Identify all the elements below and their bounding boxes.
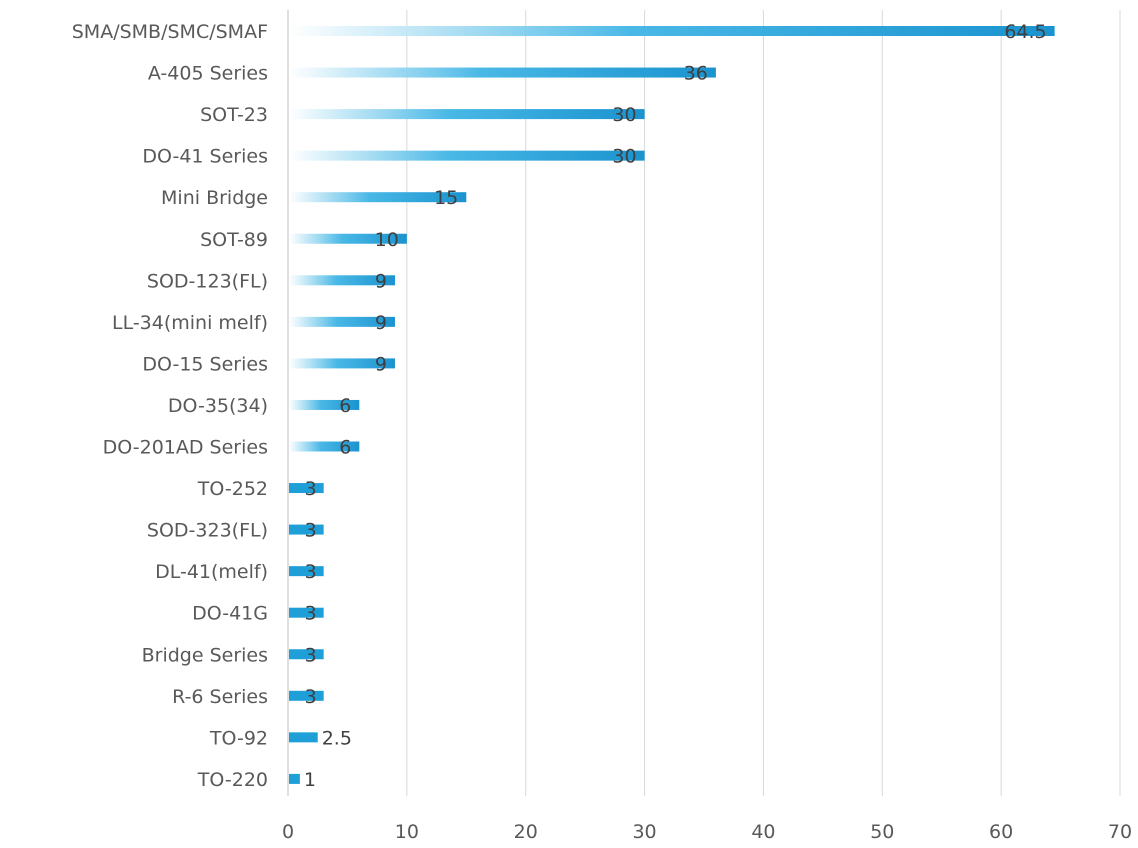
gridlines [287, 10, 1121, 796]
category-label: DO-35(34) [168, 395, 268, 417]
data-label: 10 [375, 229, 399, 251]
data-label: 3 [305, 686, 317, 708]
category-label: R-6 Series [172, 686, 268, 708]
bars [289, 26, 1055, 784]
x-axis-tick-labels: 0 10 20 30 40 50 60 70 [282, 821, 1132, 843]
category-label: Mini Bridge [161, 187, 268, 209]
x-tick-label: 70 [1108, 821, 1132, 843]
bar [289, 441, 360, 452]
x-tick-label: 60 [989, 821, 1013, 843]
data-label: 36 [684, 63, 708, 85]
category-label: DO-15 Series [142, 353, 268, 375]
bar [289, 26, 1055, 36]
data-label: 1 [304, 769, 316, 791]
category-label: SOD-123(FL) [147, 270, 268, 292]
x-tick-label: 0 [282, 821, 294, 843]
bar [289, 607, 324, 618]
data-label: 2.5 [322, 727, 352, 749]
data-label: 9 [375, 270, 387, 292]
category-label: TO-220 [197, 769, 268, 791]
bar [289, 483, 324, 494]
bar [289, 150, 645, 161]
category-label: SOT-89 [200, 229, 268, 251]
data-label: 3 [305, 603, 317, 625]
data-label: 3 [305, 561, 317, 583]
bar [289, 358, 395, 369]
data-label: 15 [434, 187, 458, 209]
category-label: Bridge Series [142, 644, 268, 666]
category-label: SOD-323(FL) [147, 520, 268, 542]
data-label: 9 [375, 353, 387, 375]
category-labels: SMA/SMB/SMC/SMAF A-405 Series SOT-23 DO-41 … [72, 21, 268, 791]
category-label: DO-201AD Series [103, 437, 268, 459]
bar [289, 773, 300, 784]
category-label: DO-41G [192, 603, 268, 625]
bar [289, 109, 645, 120]
x-tick-label: 20 [514, 821, 538, 843]
data-label: 3 [305, 478, 317, 500]
category-label: LL-34(mini melf) [112, 312, 268, 334]
bar [289, 67, 716, 78]
data-label: 64.5 [1004, 21, 1046, 43]
category-label: SOT-23 [200, 104, 268, 126]
bar [289, 275, 395, 286]
x-tick-label: 30 [632, 821, 656, 843]
bar [289, 192, 467, 203]
data-label: 30 [612, 104, 636, 126]
bar [289, 690, 324, 701]
category-label: DL-41(melf) [155, 561, 268, 583]
x-tick-label: 40 [751, 821, 775, 843]
category-label: TO-252 [197, 478, 268, 500]
bar [289, 649, 324, 660]
category-label: DO-41 Series [142, 146, 268, 168]
x-tick-label: 10 [395, 821, 419, 843]
bar [289, 566, 324, 577]
category-label: A-405 Series [148, 63, 268, 85]
bar [289, 524, 324, 535]
data-label: 3 [305, 644, 317, 666]
data-label: 9 [375, 312, 387, 334]
category-label: SMA/SMB/SMC/SMAF [72, 21, 268, 43]
data-label: 3 [305, 520, 317, 542]
x-tick-label: 50 [870, 821, 894, 843]
data-label: 6 [339, 395, 351, 417]
data-label: 6 [339, 437, 351, 459]
bar [289, 732, 318, 743]
bar [289, 399, 360, 410]
bar [289, 233, 407, 244]
bar [289, 316, 395, 327]
category-label: TO-92 [209, 727, 268, 749]
data-label: 30 [612, 146, 636, 168]
